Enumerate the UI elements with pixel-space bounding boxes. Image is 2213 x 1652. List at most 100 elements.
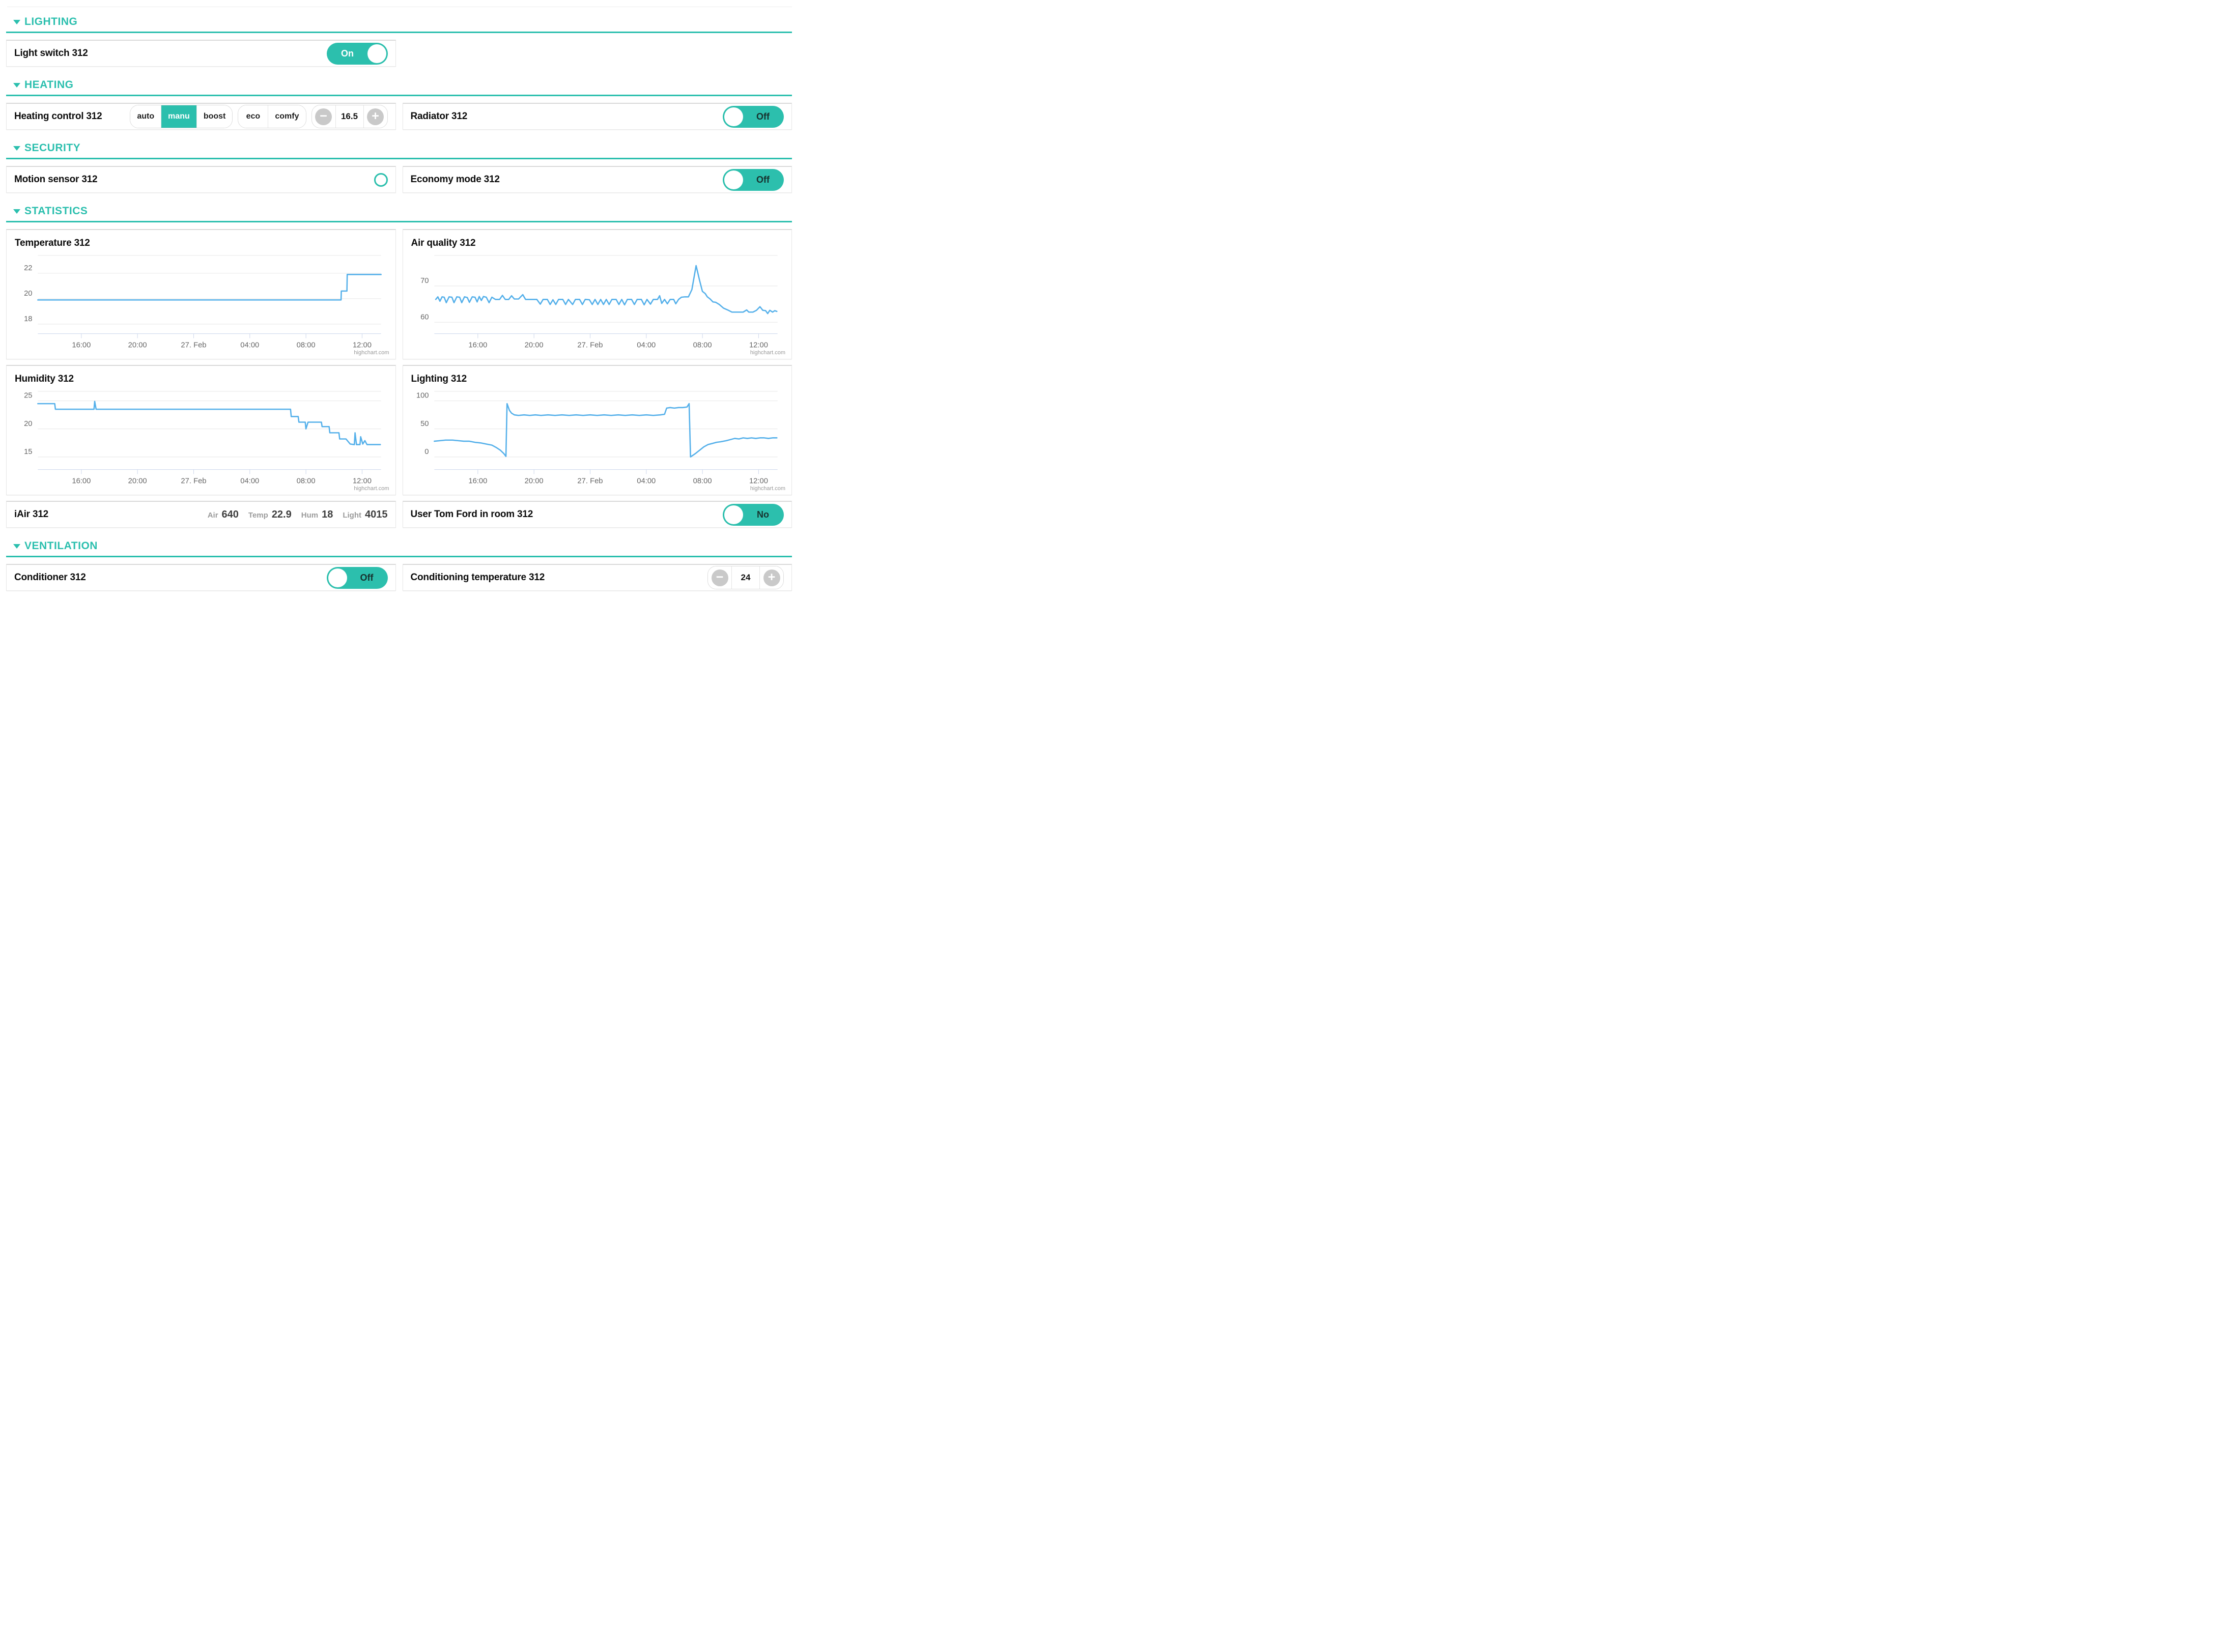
section-header-lighting[interactable]: LIGHTING bbox=[6, 16, 792, 28]
svg-text:27. Feb: 27. Feb bbox=[181, 477, 206, 485]
conditioner-toggle[interactable]: Off bbox=[326, 566, 388, 589]
section-header-ventilation[interactable]: VENTILATION bbox=[6, 540, 792, 552]
light-switch-label: Light switch 312 bbox=[14, 48, 88, 59]
lighting-rows: Light switch 312 On bbox=[6, 40, 792, 67]
chart-credit: highchart.com bbox=[750, 350, 785, 356]
preset-eco-button[interactable]: eco bbox=[238, 105, 268, 128]
conditioning-temp-value: 24 bbox=[731, 566, 760, 589]
section-header-heating[interactable]: HEATING bbox=[6, 79, 792, 91]
metric-temp: Temp 22.9 bbox=[248, 509, 292, 521]
svg-text:04:00: 04:00 bbox=[637, 341, 656, 349]
toggle-knob bbox=[724, 107, 743, 126]
conditioner-card: Conditioner 312 Off bbox=[6, 564, 396, 591]
iair-label: iAir 312 bbox=[14, 509, 49, 520]
svg-text:22: 22 bbox=[24, 264, 32, 272]
metric-name: Air bbox=[207, 510, 218, 520]
ventilation-rows: Conditioner 312 Off Conditioning tempera… bbox=[6, 564, 792, 591]
collapse-triangle-icon bbox=[13, 544, 20, 549]
air-quality-chart-card: Air quality 312 60 70 16:00 20:00 27. Feb 04:… bbox=[402, 229, 792, 359]
collapse-triangle-icon bbox=[13, 209, 20, 214]
mode-manu-button[interactable]: manu bbox=[161, 105, 196, 128]
humidity-chart: 15 20 25 16:00 20:00 27. Feb 04:00 08:00 12:00 bbox=[24, 391, 381, 485]
svg-text:20:00: 20:00 bbox=[128, 477, 147, 485]
radiator-toggle[interactable]: Off bbox=[723, 105, 784, 128]
svg-text:04:00: 04:00 bbox=[240, 477, 259, 485]
heating-control-card: Heating control 312 auto manu boost eco … bbox=[6, 103, 396, 130]
plus-icon: + bbox=[763, 569, 780, 586]
air-quality-chart: 60 70 16:00 20:00 27. Feb 04:00 08:00 12:00 bbox=[420, 255, 778, 349]
conditioner-label: Conditioner 312 bbox=[14, 572, 86, 583]
light-switch-card: Light switch 312 On bbox=[6, 40, 396, 67]
heating-rows: Heating control 312 auto manu boost eco … bbox=[6, 103, 792, 130]
increase-temp-button[interactable]: + bbox=[760, 566, 783, 589]
svg-text:16:00: 16:00 bbox=[468, 477, 487, 485]
chart-title: Temperature 312 bbox=[15, 238, 90, 248]
user-presence-card: User Tom Ford in room 312 No bbox=[402, 501, 792, 528]
section-underline bbox=[6, 221, 792, 222]
toggle-knob bbox=[367, 44, 386, 63]
section-header-statistics[interactable]: STATISTICS bbox=[6, 205, 792, 217]
radiator-label: Radiator 312 bbox=[410, 111, 468, 122]
chart-credit: highchart.com bbox=[354, 350, 389, 356]
minus-icon: − bbox=[315, 108, 332, 125]
svg-text:16:00: 16:00 bbox=[72, 341, 91, 349]
user-presence-label: User Tom Ford in room 312 bbox=[410, 509, 533, 520]
metric-hum: Hum 18 bbox=[301, 509, 333, 521]
svg-text:50: 50 bbox=[420, 420, 429, 428]
svg-text:08:00: 08:00 bbox=[693, 341, 712, 349]
user-presence-toggle[interactable]: No bbox=[723, 503, 784, 526]
toggle-knob bbox=[724, 170, 743, 189]
toggle-state-text: No bbox=[757, 509, 769, 520]
decrease-temp-button[interactable]: − bbox=[311, 105, 335, 128]
collapse-triangle-icon bbox=[13, 146, 20, 151]
svg-text:20:00: 20:00 bbox=[524, 477, 543, 485]
svg-text:20: 20 bbox=[24, 290, 32, 298]
iair-card: iAir 312 Air 640 Temp 22.9 Hum 18 Light … bbox=[6, 501, 396, 528]
motion-indicator-ring-icon bbox=[374, 173, 388, 187]
section-underline bbox=[6, 158, 792, 159]
svg-text:27. Feb: 27. Feb bbox=[577, 341, 603, 349]
motion-sensor-label: Motion sensor 312 bbox=[14, 174, 98, 185]
svg-text:08:00: 08:00 bbox=[693, 477, 712, 485]
metric-value: 18 bbox=[322, 508, 333, 520]
temperature-chart: 18 20 22 16:00 20:00 27. Feb 04:00 08:00 12:00 bbox=[24, 255, 382, 349]
section-underline bbox=[6, 556, 792, 557]
section-title: STATISTICS bbox=[24, 205, 88, 217]
toggle-knob bbox=[328, 568, 347, 587]
svg-text:0: 0 bbox=[424, 448, 429, 456]
section-title: LIGHTING bbox=[24, 16, 78, 27]
toggle-state-text: On bbox=[341, 48, 354, 59]
metric-light: Light 4015 bbox=[343, 509, 387, 521]
svg-text:20:00: 20:00 bbox=[128, 341, 147, 349]
section-header-security[interactable]: SECURITY bbox=[6, 142, 792, 154]
toggle-knob bbox=[724, 505, 743, 524]
radiator-card: Radiator 312 Off bbox=[402, 103, 792, 130]
heating-temp-stepper: − 16.5 + bbox=[311, 105, 388, 128]
heating-preset-group: eco comfy bbox=[238, 105, 306, 128]
increase-temp-button[interactable]: + bbox=[363, 105, 387, 128]
chart-credit: highchart.com bbox=[354, 486, 389, 492]
svg-text:27. Feb: 27. Feb bbox=[181, 341, 206, 349]
collapse-triangle-icon bbox=[13, 82, 20, 88]
chart-title: Humidity 312 bbox=[15, 374, 74, 384]
mode-auto-button[interactable]: auto bbox=[130, 105, 161, 128]
metric-air: Air 640 bbox=[208, 509, 239, 521]
metric-value: 22.9 bbox=[271, 508, 292, 520]
light-switch-toggle[interactable]: On bbox=[326, 42, 388, 65]
conditioning-temperature-card: Conditioning temperature 312 − 24 + bbox=[402, 564, 792, 591]
svg-text:12:00: 12:00 bbox=[749, 477, 768, 485]
svg-text:20:00: 20:00 bbox=[524, 341, 543, 349]
metric-name: Light bbox=[343, 510, 361, 520]
mode-boost-button[interactable]: boost bbox=[196, 105, 233, 128]
svg-text:18: 18 bbox=[24, 315, 32, 323]
humidity-chart-card: Humidity 312 15 20 25 16:00 20:00 27. Feb 04:0… bbox=[6, 365, 396, 495]
preset-comfy-button[interactable]: comfy bbox=[268, 105, 306, 128]
svg-text:08:00: 08:00 bbox=[297, 341, 316, 349]
conditioning-temp-stepper: − 24 + bbox=[707, 566, 784, 589]
economy-mode-toggle[interactable]: Off bbox=[723, 168, 784, 191]
conditioning-temperature-label: Conditioning temperature 312 bbox=[410, 572, 545, 583]
heating-temp-value: 16.5 bbox=[335, 105, 364, 128]
security-rows: Motion sensor 312 Economy mode 312 Off bbox=[6, 166, 792, 193]
economy-mode-card: Economy mode 312 Off bbox=[402, 166, 792, 193]
decrease-temp-button[interactable]: − bbox=[708, 566, 731, 589]
